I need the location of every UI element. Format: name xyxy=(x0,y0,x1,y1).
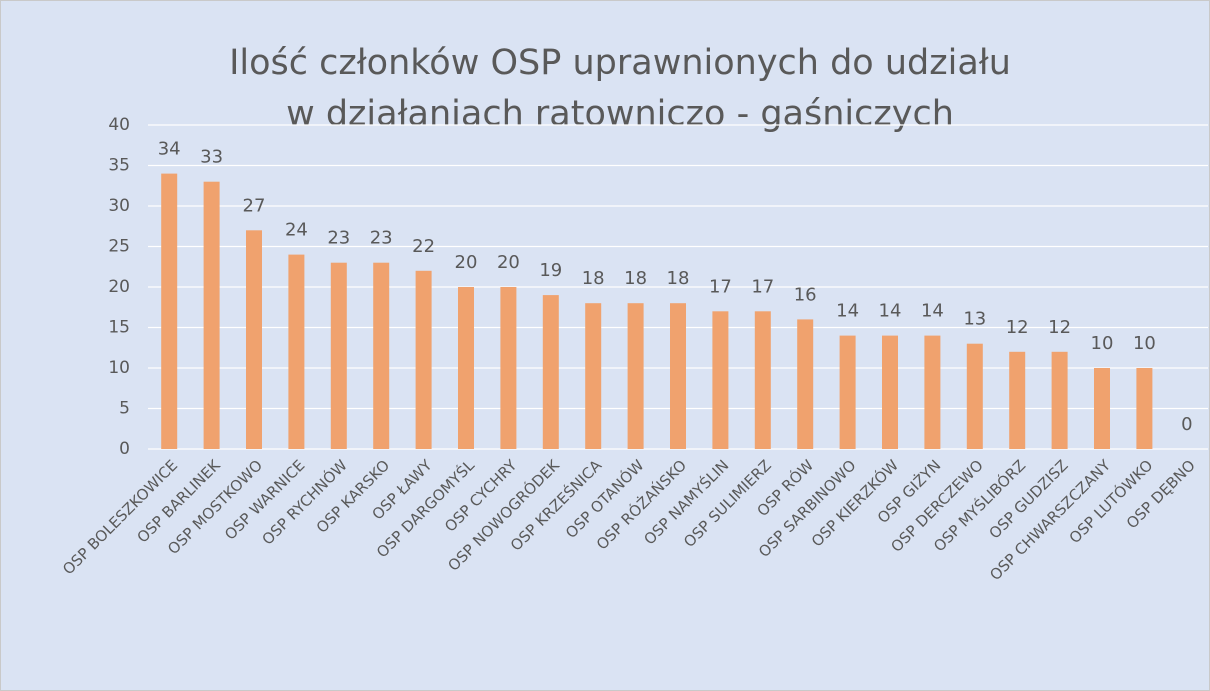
data-label: 23 xyxy=(370,228,393,249)
data-label: 20 xyxy=(455,252,478,273)
data-label: 14 xyxy=(836,301,859,322)
data-label: 18 xyxy=(667,268,690,289)
bar xyxy=(1094,368,1110,449)
bar xyxy=(288,254,305,449)
bar xyxy=(1051,351,1068,449)
data-label: 14 xyxy=(921,301,944,322)
data-label: 33 xyxy=(200,147,223,168)
bar xyxy=(627,303,644,449)
bar xyxy=(373,262,390,449)
bar xyxy=(712,311,729,449)
data-label: 17 xyxy=(751,276,774,297)
data-label: 17 xyxy=(709,276,732,297)
data-label: 22 xyxy=(412,236,435,257)
data-label: 24 xyxy=(285,220,308,241)
bar xyxy=(882,335,898,449)
bar xyxy=(839,335,856,449)
data-label: 20 xyxy=(497,252,520,273)
data-label: 13 xyxy=(963,309,986,330)
y-tick-label: 10 xyxy=(108,358,130,378)
bar xyxy=(203,181,220,449)
bar xyxy=(1136,368,1153,449)
chart-title: Ilość członków OSP uprawnionych do udzia… xyxy=(229,43,1011,83)
data-label: 18 xyxy=(582,268,605,289)
y-tick-label: 15 xyxy=(108,318,130,338)
data-label: 18 xyxy=(624,268,647,289)
data-label: 12 xyxy=(1006,317,1029,338)
data-label: 27 xyxy=(243,195,266,216)
data-label: 16 xyxy=(794,284,817,305)
bar xyxy=(458,287,474,449)
y-tick-label: 25 xyxy=(108,237,130,257)
bar xyxy=(500,287,517,449)
bar xyxy=(542,295,559,449)
bar xyxy=(415,270,432,449)
y-tick-label: 20 xyxy=(108,277,130,297)
bar xyxy=(246,230,262,449)
y-tick-label: 5 xyxy=(119,399,130,419)
data-label: 0 xyxy=(1181,414,1192,435)
data-label: 14 xyxy=(879,301,902,322)
bar xyxy=(797,319,814,449)
bar xyxy=(161,173,178,449)
bar xyxy=(924,335,941,449)
data-label: 34 xyxy=(158,139,181,160)
bar xyxy=(585,303,602,449)
data-label: 19 xyxy=(539,260,562,281)
bar xyxy=(966,343,983,449)
y-tick-label: 40 xyxy=(108,115,130,135)
data-label: 12 xyxy=(1048,317,1071,338)
bar xyxy=(1009,351,1026,449)
data-label: 10 xyxy=(1133,333,1156,354)
y-tick-label: 0 xyxy=(119,439,130,459)
chart-title: w działaniach ratowniczo - gaśniczych xyxy=(286,94,954,134)
bar xyxy=(754,311,771,449)
y-tick-label: 30 xyxy=(108,196,130,216)
bar xyxy=(670,303,686,449)
data-label: 10 xyxy=(1091,333,1114,354)
y-tick-label: 35 xyxy=(108,156,130,176)
bar xyxy=(330,262,347,449)
data-label: 23 xyxy=(327,228,350,249)
